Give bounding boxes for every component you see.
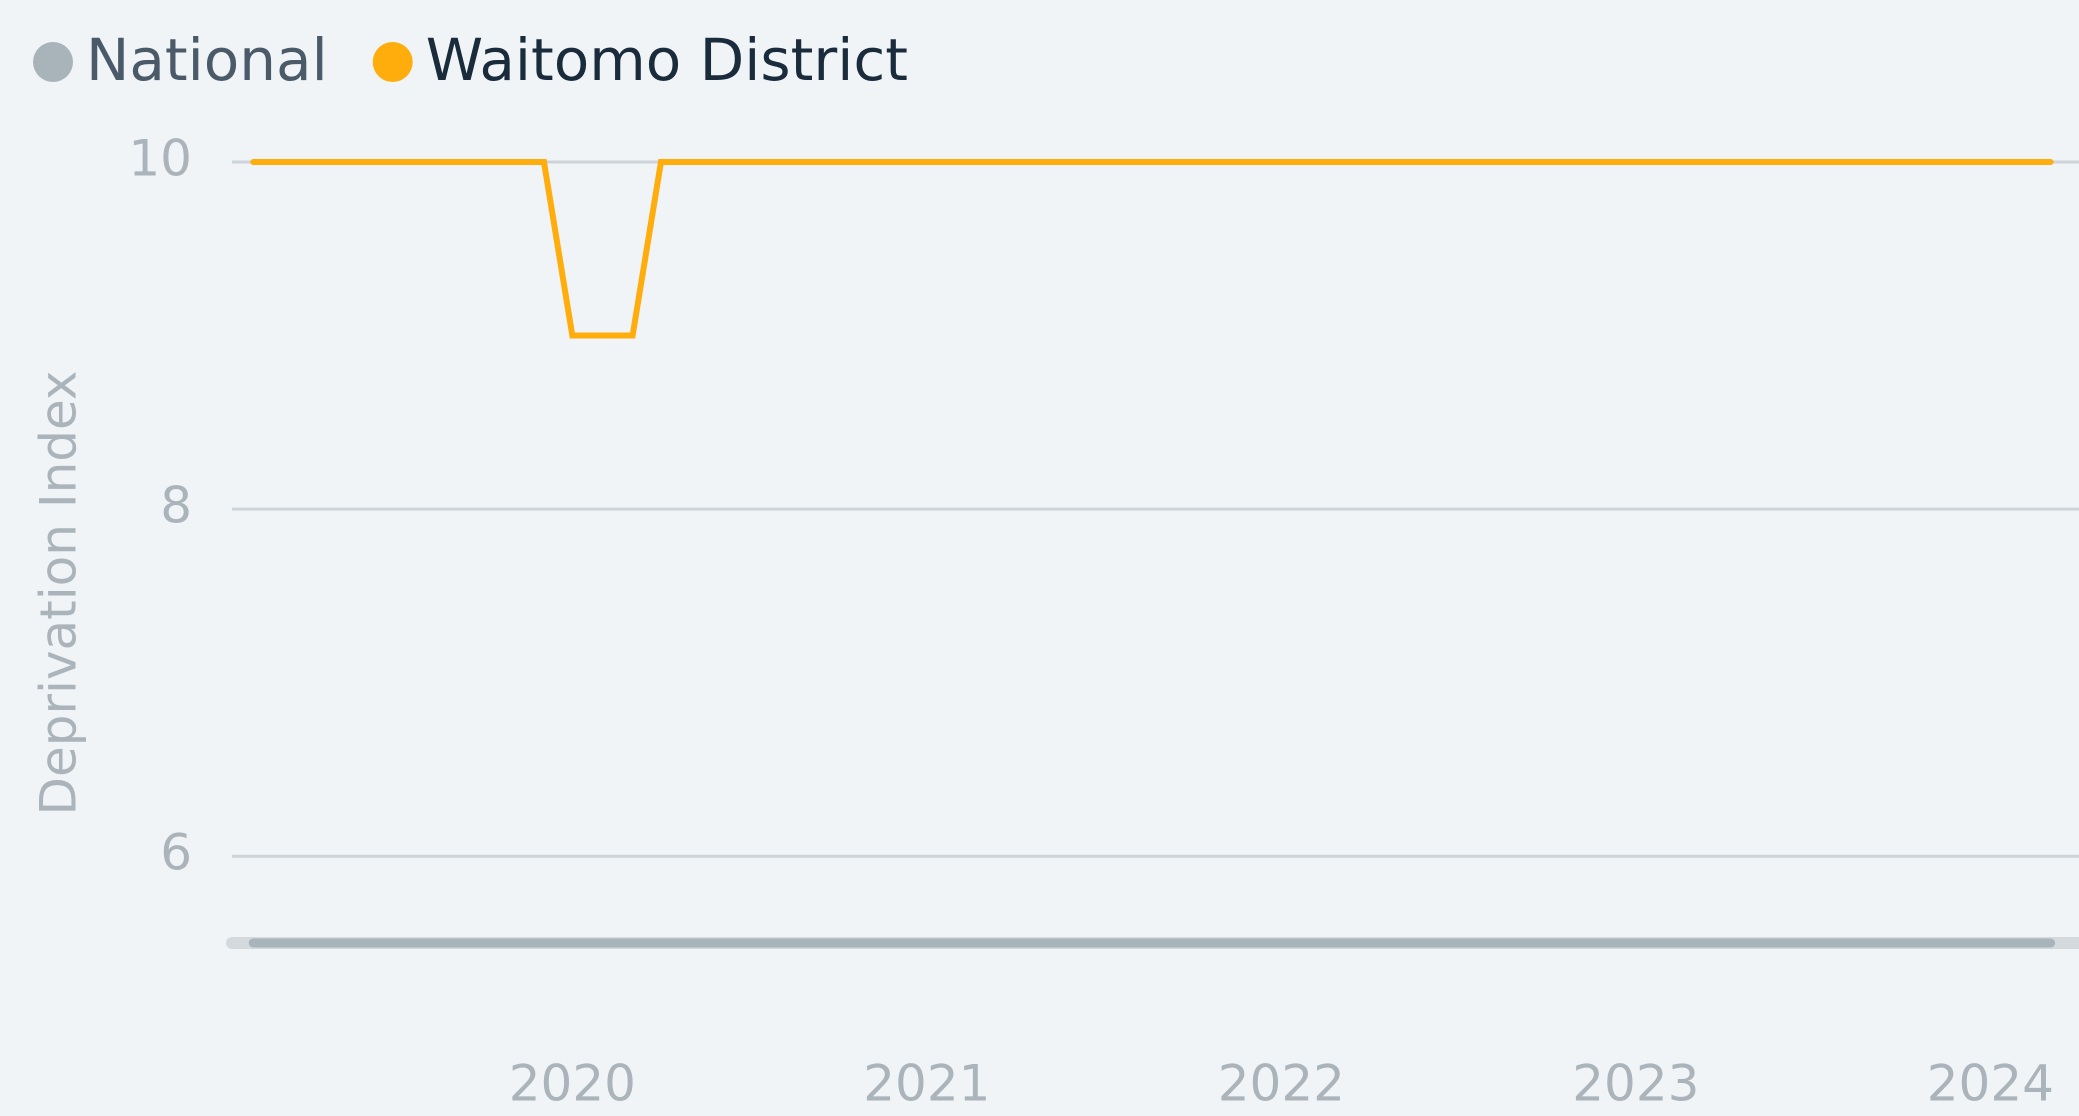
x-tick-label: 2022 <box>1218 1055 1345 1113</box>
legend-label: Waitomo District <box>426 26 908 94</box>
x-tick-label: 2023 <box>1572 1055 1699 1113</box>
legend-marker <box>372 42 413 82</box>
y-tick-label: 6 <box>160 824 192 882</box>
x-tick-label: 2021 <box>863 1055 990 1113</box>
legend-label: National <box>86 26 328 94</box>
series-line <box>250 159 2054 339</box>
legend-marker <box>33 42 73 82</box>
y-axis-label: Deprivation Index <box>30 371 88 816</box>
x-tick-label: 2024 <box>1927 1055 2054 1113</box>
y-tick-label: 8 <box>160 477 192 535</box>
x-tick-label: 2020 <box>509 1055 636 1113</box>
y-tick-label: 10 <box>128 130 192 188</box>
